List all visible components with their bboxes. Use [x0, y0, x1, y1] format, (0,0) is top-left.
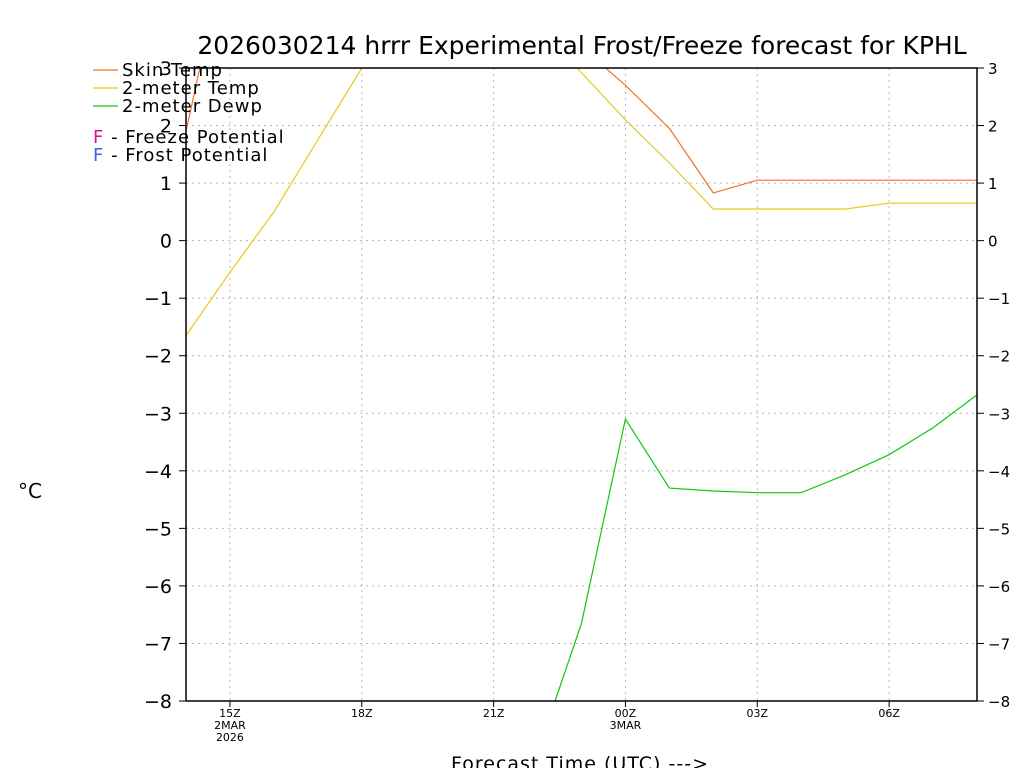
y-tick-label: 3	[160, 58, 172, 80]
x-tick-label: 3MAR	[610, 719, 642, 732]
y-tick-label: 1	[160, 173, 172, 195]
y-tick-label-right: −8	[988, 693, 1010, 711]
y-tick-label-right: 2	[988, 118, 998, 136]
y-tick-label: −2	[144, 346, 172, 368]
y-tick-label-right: −4	[988, 463, 1010, 481]
legend-label: 2-meter Temp	[122, 78, 260, 99]
y-tick-label: −3	[144, 403, 172, 425]
y-axis-right: 3 2 1 0 −1 −2 −3 −4 −5 −6 −7 −8	[977, 60, 1010, 711]
y-tick-label-right: 0	[988, 233, 998, 251]
x-tick-label: 2026	[216, 731, 244, 744]
y-tick-label-right: 3	[988, 60, 998, 78]
freeze-potential-symbol: F	[93, 127, 104, 148]
y-tick-label: −8	[144, 691, 172, 713]
x-tick-label: 18Z	[351, 707, 373, 720]
y-axis-left: 3 2 1 0 −1 −2 −3 −4 −5 −6 −7 −8	[144, 58, 186, 713]
x-tick-label: 00Z	[615, 707, 637, 720]
legend-frost-potential: F - Frost Potential	[93, 145, 268, 166]
x-tick-label: 15Z	[219, 707, 241, 720]
x-tick-label: 21Z	[483, 707, 505, 720]
y-tick-label-right: −5	[988, 520, 1010, 538]
y-tick-label: −5	[144, 518, 172, 540]
y-tick-label: −4	[144, 461, 172, 483]
series-line-skin-temp	[186, 68, 977, 194]
chart-title: 2026030214 hrrr Experimental Frost/Freez…	[197, 31, 966, 60]
y-tick-label-right: −7	[988, 635, 1010, 653]
y-tick-label: −6	[144, 576, 172, 598]
y-tick-label-right: −3	[988, 405, 1010, 423]
freeze-potential-text: - Freeze Potential	[104, 127, 284, 148]
frost-potential-symbol: F	[93, 145, 104, 166]
series-line-2-meter-temp	[186, 68, 977, 336]
x-tick-label: 2MAR	[214, 719, 246, 732]
y-tick-label-right: −2	[988, 348, 1010, 366]
plot-frame	[185, 67, 978, 702]
y-tick-label-right: −6	[988, 578, 1010, 596]
y-tick-label-right: 1	[988, 175, 998, 193]
y-axis-unit-label: °C	[18, 479, 42, 503]
y-tick-label: 2	[160, 116, 172, 138]
y-tick-label: 0	[160, 231, 172, 253]
legend-label: Skin Temp	[122, 60, 223, 81]
x-axis-label: Forecast Time (UTC) --->	[451, 753, 709, 768]
series-group	[186, 68, 977, 701]
legend-label: 2-meter Dewp	[122, 96, 263, 117]
y-tick-label-right: −1	[988, 290, 1010, 308]
legend-freeze-potential: F - Freeze Potential	[93, 127, 285, 148]
x-tick-label: 03Z	[747, 707, 769, 720]
frost-potential-text: - Frost Potential	[104, 145, 268, 166]
y-tick-label: −7	[144, 633, 172, 655]
x-tick-label: 06Z	[878, 707, 900, 720]
grid	[186, 68, 977, 701]
series-line-2-meter-dewp	[554, 394, 977, 701]
y-tick-label: −1	[144, 288, 172, 310]
